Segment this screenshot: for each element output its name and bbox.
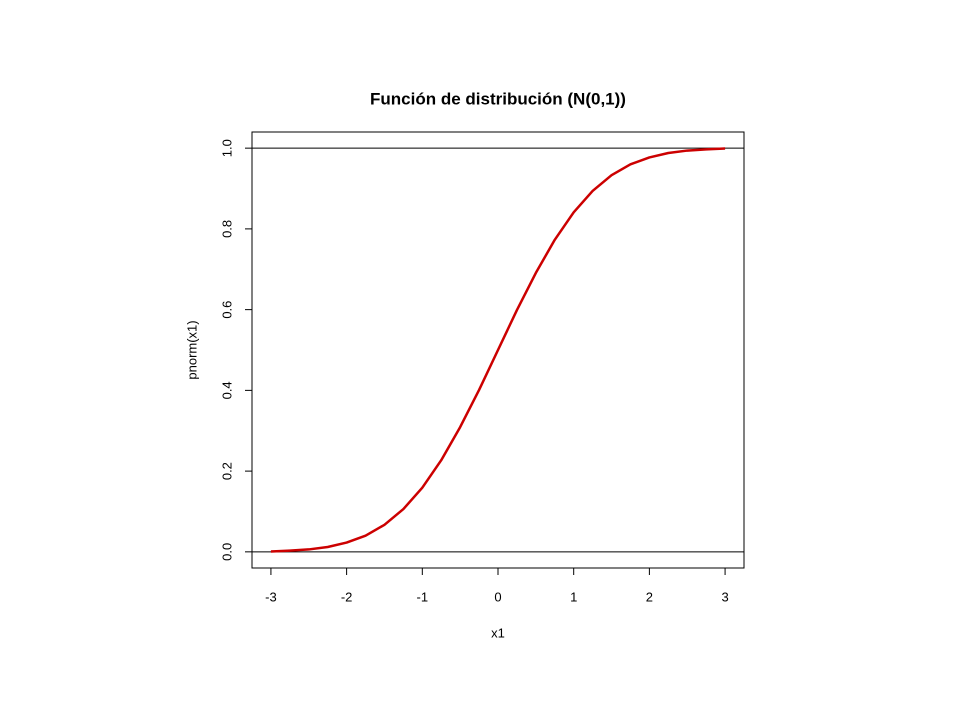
y-tick-label: 0.4 (219, 381, 234, 399)
x-tick-label: 2 (646, 589, 653, 604)
y-tick-label: 0.8 (219, 220, 234, 238)
y-tick-label: 0.2 (219, 462, 234, 480)
y-tick-label: 0.0 (219, 543, 234, 561)
x-tick-label: -1 (417, 589, 429, 604)
x-tick-label: -3 (265, 589, 277, 604)
x-tick-label: -2 (341, 589, 353, 604)
chart-title: Función de distribución (N(0,1)) (370, 89, 626, 108)
x-tick-label: 1 (570, 589, 577, 604)
y-axis-label: pnorm(x1) (184, 320, 199, 379)
x-tick-label: 0 (494, 589, 501, 604)
y-tick-label: 1.0 (219, 139, 234, 157)
data-line (270, 147, 726, 553)
x-tick-label: 3 (721, 589, 728, 604)
x-axis-label: x1 (491, 625, 505, 640)
y-tick-label: 0.6 (219, 301, 234, 319)
